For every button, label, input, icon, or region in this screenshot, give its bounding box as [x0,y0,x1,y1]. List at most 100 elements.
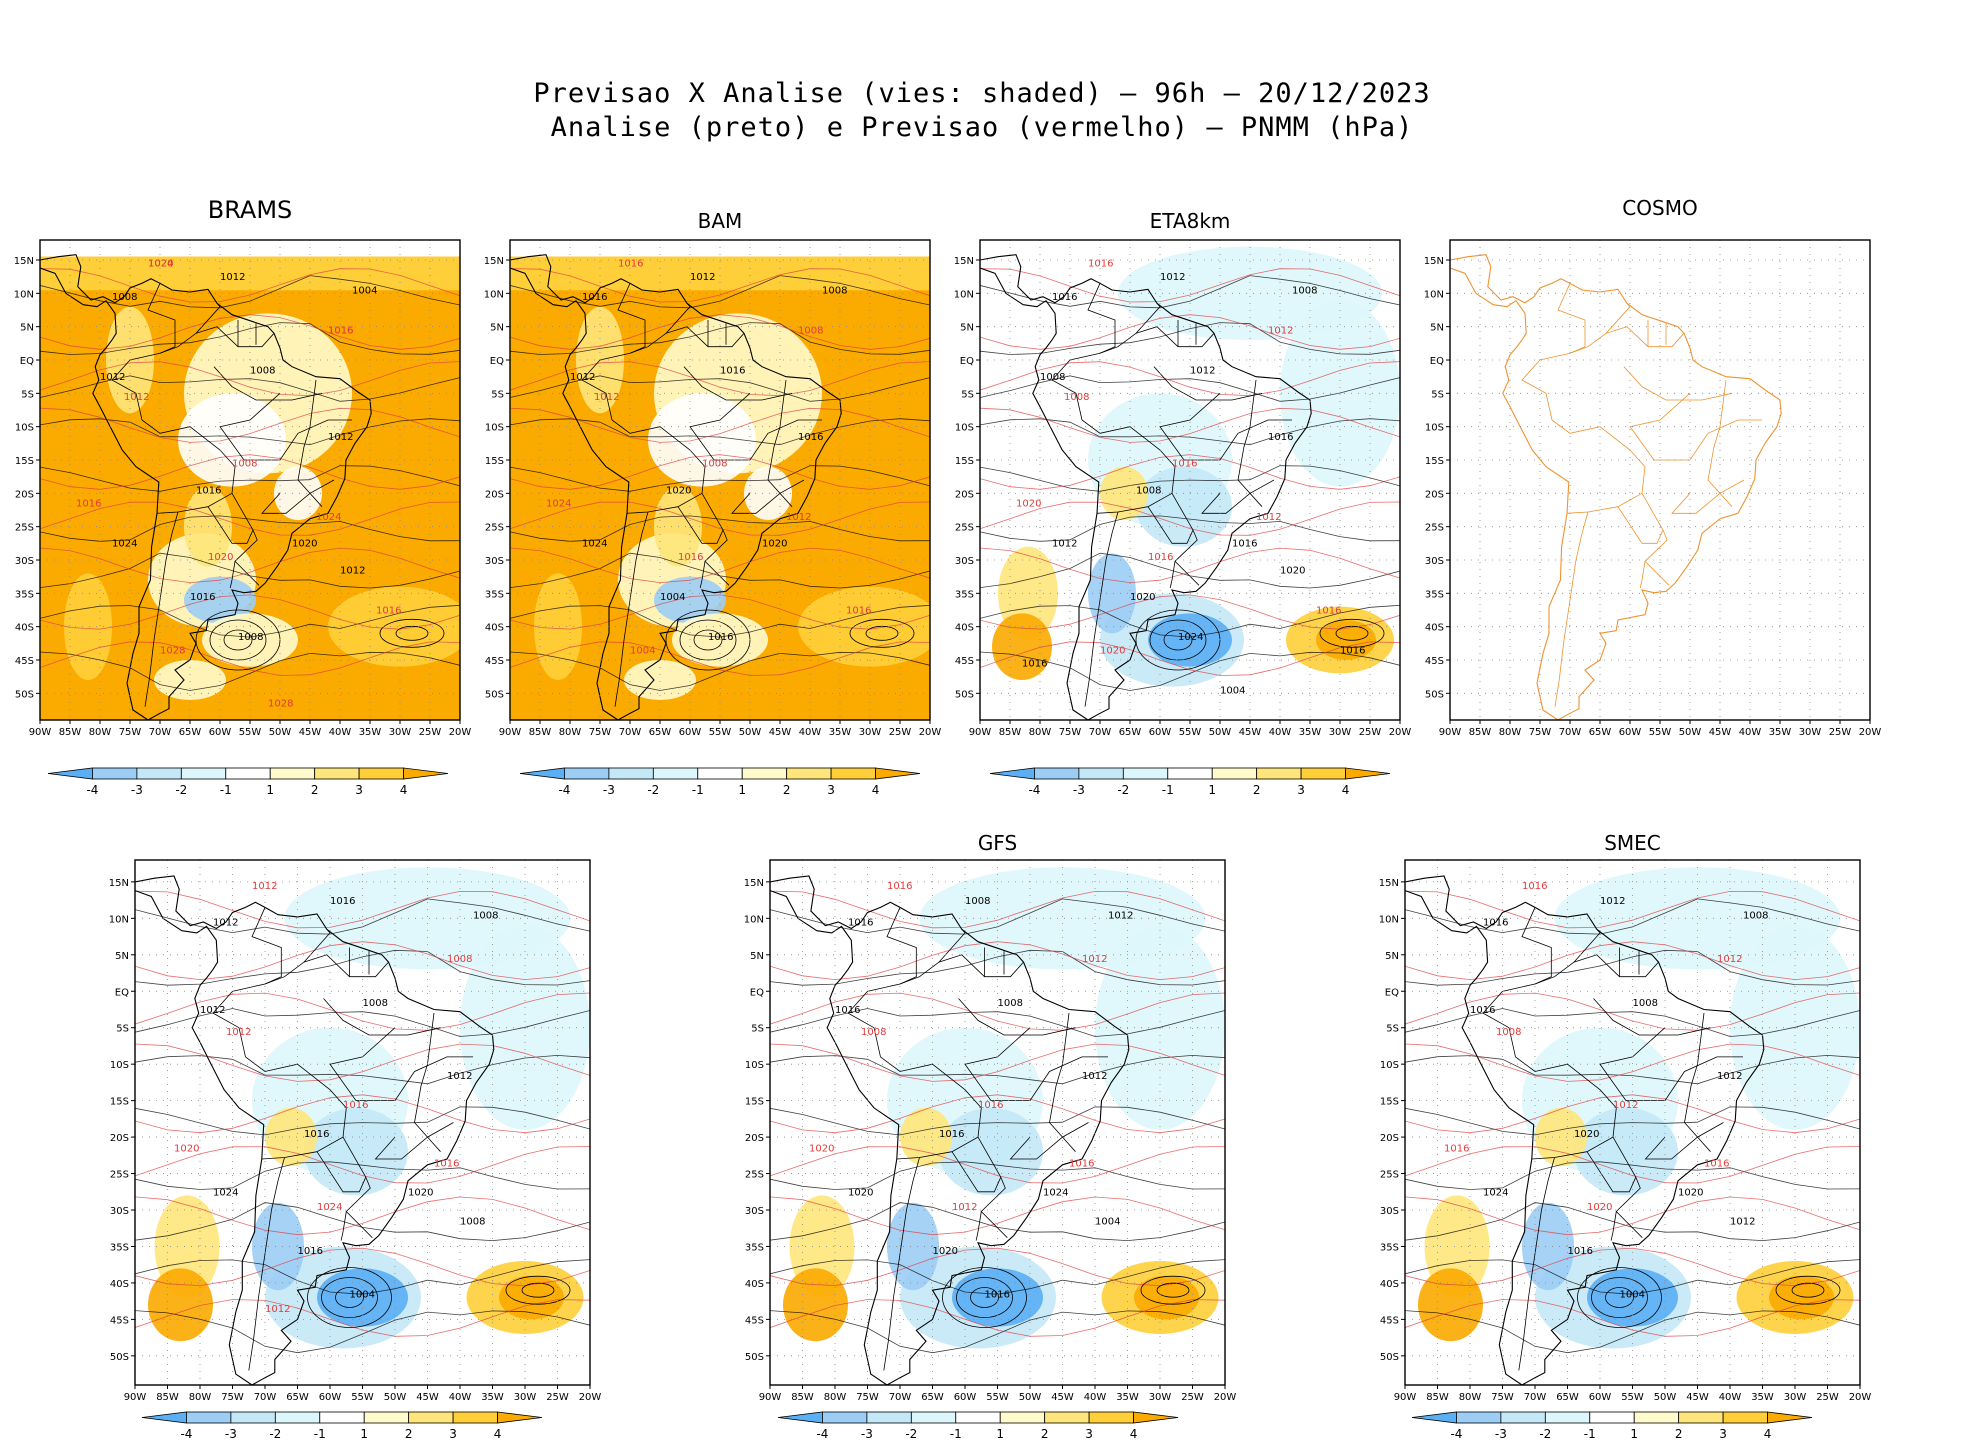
bias-region [1095,925,1225,1130]
analysis-contour [307,1267,392,1328]
analysis-contour [1405,1106,1860,1136]
colorbar-eta8km: -4 -3 -2 -1 1 2 3 4 [989,767,1391,797]
colorbar-gfs: -4 -3 -2 -1 1 2 3 4 [777,1411,1179,1441]
colorbar-segment [1589,1411,1635,1424]
bias-region [654,576,726,624]
analysis-contour [40,418,460,446]
bias-region [1088,553,1136,634]
forecast-contour [980,407,1400,443]
forecast-label: 1016 [1522,881,1547,892]
y-tick-label: 5N [115,951,129,962]
x-tick-label: 35W [1751,1392,1774,1403]
colorbar-segment [141,1411,187,1424]
y-tick-label: 30S [955,556,974,567]
analysis-contour [40,375,460,402]
analysis-contour [135,898,590,935]
y-tick-label: 50S [15,689,34,700]
x-tick-label: 45W [769,727,792,738]
bias-region [1587,1268,1678,1327]
colorbar-label: 4 [1764,1427,1772,1441]
forecast-contour [1405,941,1860,981]
analysis-label: 1012 [1082,1071,1107,1082]
colorbar-label: -2 [1117,783,1129,797]
forecast-contour [135,1094,590,1134]
y-tick-label: 25S [15,523,34,534]
y-tick-label: 15N [14,256,34,267]
forecast-label: 1016 [328,325,353,336]
analysis-contour [980,604,1400,638]
country-border [883,1157,920,1371]
y-tick-label: 45S [1425,656,1444,667]
x-tick-label: 70W [889,1392,912,1403]
analysis-label: 1016 [304,1129,329,1140]
analysis-contour [40,275,460,309]
analysis-contour [942,1267,1027,1328]
x-tick-label: 55W [1649,727,1672,738]
forecast-contour [770,1196,1225,1236]
colorbar-label: -3 [603,783,615,797]
analysis-contour [135,1008,590,1037]
x-tick-label: 45W [1709,727,1732,738]
x-tick-label: 65W [921,1392,944,1403]
analysis-label: 1016 [798,432,823,443]
x-tick-label: 25W [1816,1392,1839,1403]
country-border [1135,303,1161,334]
colorbar-label: -4 [1028,783,1040,797]
country-border [1518,1157,1555,1371]
analysis-label: 1020 [292,539,317,550]
analysis-label: 1016 [190,592,215,603]
x-tick-label: 50W [1019,1392,1042,1403]
x-tick-label: 45W [1686,1392,1709,1403]
forecast-label: 1012 [252,881,277,892]
forecast-label: 1012 [594,392,619,403]
bias-region [1136,466,1232,547]
x-tick-label: 40W [1084,1392,1107,1403]
forecast-label: 1012 [952,1202,977,1213]
analysis-contour [770,898,1225,935]
y-tick-label: 10N [484,289,504,300]
analysis-label: 1016 [1470,1005,1495,1016]
country-border [329,1027,473,1101]
forecast-label: 1020 [809,1144,834,1155]
analysis-label: 1008 [238,632,263,643]
x-tick-label: 60W [209,727,232,738]
country-border [1639,561,1646,589]
y-tick-label: 50S [1425,689,1444,700]
x-tick-label: 40W [329,727,352,738]
analysis-contour [1605,1287,1634,1308]
colorbar-segment [314,767,360,780]
y-tick-label: 5S [751,1024,764,1035]
figure-subtitle: Analise (preto) e Previsao (vermelho) – … [550,112,1414,143]
analysis-label: 1012 [1108,910,1133,921]
colorbar-segment [697,767,743,780]
x-tick-label: 20W [1389,727,1412,738]
x-tick-label: 75W [1059,727,1082,738]
colorbar-segment [47,767,93,780]
country-border [1623,366,1733,401]
colorbar-label: 3 [1719,1427,1727,1441]
forecast-label: 1008 [1496,1027,1521,1038]
colorbar-segment [1456,1411,1502,1424]
bias-region [499,1275,564,1320]
y-tick-label: 5S [21,389,34,400]
colorbar-segment [866,1411,912,1424]
analysis-contour [510,418,930,446]
x-tick-label: 80W [824,1392,847,1403]
analysis-contour [135,949,590,986]
analysis-label: 1024 [112,539,137,550]
y-tick-label: 15S [1425,456,1444,467]
map-layer: 1016 1012 1008 1008 1012 1016 1008 1012 1016 1020… [980,240,1400,720]
forecast-contour [770,1247,1225,1287]
y-tick-label: EQ [115,987,129,998]
colorbar-segment [910,1411,957,1424]
analysis-label: 1012 [213,918,238,929]
x-tick-label: 30W [859,727,882,738]
country-border [938,929,966,963]
analysis-label: 1016 [1232,539,1257,550]
forecast-label: 1016 [846,605,871,616]
y-tick-label: 35S [745,1242,764,1253]
analysis-label: 1020 [1280,565,1305,576]
